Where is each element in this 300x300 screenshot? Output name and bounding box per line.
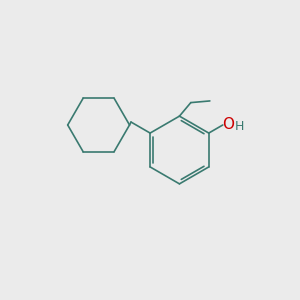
Text: H: H [235, 120, 244, 133]
Text: O: O [222, 118, 234, 133]
